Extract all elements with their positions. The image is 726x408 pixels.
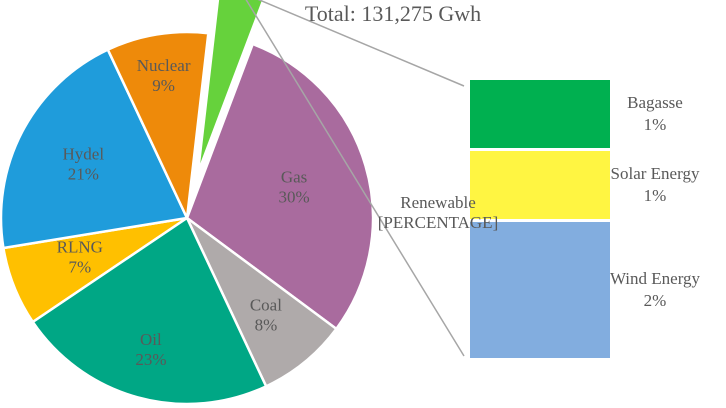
breakdown-segment-wind-energy [470,222,610,358]
breakdown-bar: Bagasse 1% Solar Energy 1% Wind Energy 2% [470,80,701,358]
slice-value-hydel: 21% [68,164,99,183]
breakdown-segment-solar-energy [470,151,610,219]
slice-label-gas: Gas [281,168,307,187]
connector-line-bottom [245,0,465,357]
breakdown-label-solar-energy: Solar Energy [611,164,700,183]
pie-slice-hydel [0,48,189,250]
pie-slice-gas [185,42,375,331]
slice-label-nuclear: Nuclear [137,56,191,75]
pie-slice-oil [31,216,268,406]
slice-value-rlng: 7% [68,258,91,277]
slice-value-nuclear: 9% [152,76,175,95]
slice-label-oil: Oil [140,330,162,349]
breakdown-value-solar-energy: 1% [644,186,667,205]
breakdown-segment-bagasse [470,80,610,148]
breakdown-connectors [245,0,465,357]
slice-label-hydel: Hydel [63,144,105,163]
slice-value-coal: 8% [255,315,278,334]
slice-label-rlng: RLNG [57,238,103,257]
breakdown-value-wind-energy: 2% [644,291,667,310]
pie-slice-renewable [196,0,265,174]
connector-line-top [257,0,465,87]
breakdown-value-bagasse: 1% [644,115,667,134]
slice-label-renewable: Renewable [400,193,476,212]
slice-label-coal: Coal [250,295,282,314]
pie-slice-coal [185,216,339,388]
slice-value-gas: 30% [279,188,310,207]
chart-title: Total: 131,275 Gwh [305,1,481,26]
pie-slices [0,0,375,406]
pie-slice-nuclear [106,30,210,223]
breakdown-label-wind-energy: Wind Energy [610,269,701,288]
slice-value-oil: 23% [135,350,166,369]
breakdown-label-bagasse: Bagasse [627,93,683,112]
slice-value-renewable: [PERCENTAGE] [378,213,498,232]
